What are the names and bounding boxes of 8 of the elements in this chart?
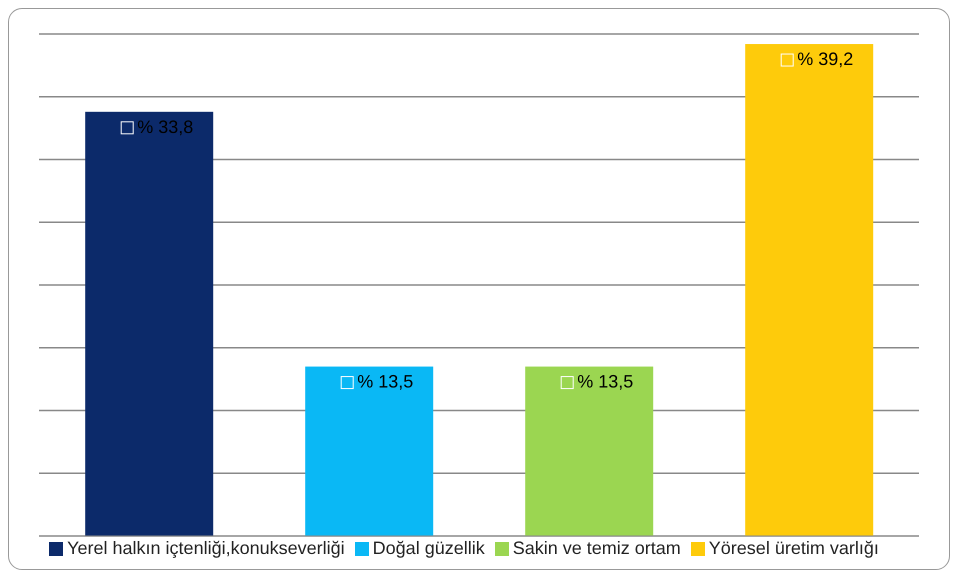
legend-label: Doğal güzellik	[372, 538, 485, 558]
legend-label: Sakin ve temiz ortam	[512, 538, 681, 558]
data-label: % 39,2	[797, 49, 854, 70]
legend-label: Yöresel üretim varlığı	[708, 538, 879, 558]
data-label: % 13,5	[357, 372, 414, 392]
legend-label: Yerel halkın içtenliği,konukseverliği	[67, 538, 345, 558]
data-label: % 33,8	[137, 116, 194, 137]
data-label: % 13,5	[577, 372, 634, 392]
